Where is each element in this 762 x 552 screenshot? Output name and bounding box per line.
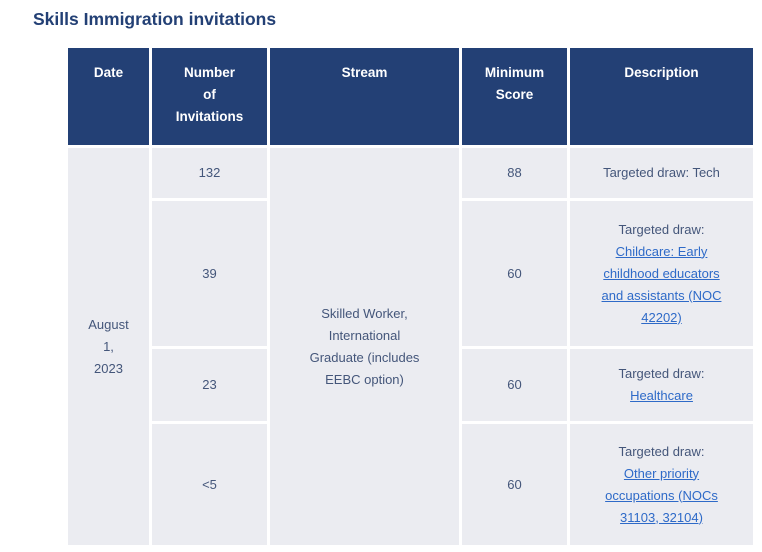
column-header-date: Date	[65, 45, 152, 148]
childcare-noc-42202-link[interactable]: Childcare: Early childhood educators and…	[601, 243, 722, 325]
column-header-description: Description	[567, 45, 756, 148]
number-cell: 39	[149, 198, 270, 349]
table-row: August 1, 2023 132 Skilled Worker, Inter…	[65, 145, 756, 548]
number-cell: <5	[149, 421, 270, 548]
min-score-cell: 60	[459, 198, 570, 349]
description-cell: Targeted draw: Tech	[567, 145, 756, 201]
table-row: 23 60 Targeted draw: Healthcare	[67, 346, 756, 424]
description-text: Targeted draw: Tech	[603, 165, 720, 180]
min-score-cell: 60	[459, 421, 570, 548]
column-header-number-of-invitations: Number of Invitations	[149, 45, 270, 148]
date-cell: August 1, 2023	[65, 145, 152, 548]
min-score-cell: 88	[459, 145, 570, 201]
description-cell: Targeted draw: Childcare: Early childhoo…	[567, 198, 756, 349]
column-header-stream: Stream	[267, 45, 462, 148]
header-row: Date Number of Invitations Stream Minimu…	[65, 45, 756, 148]
table-row: <5 60 Targeted draw: Other priority occu…	[67, 421, 756, 548]
description-text: Targeted draw:	[618, 366, 705, 381]
table-row: 39 60 Targeted draw: Childcare: Early ch…	[67, 198, 756, 349]
description-cell: Targeted draw: Other priority occupation…	[567, 421, 756, 548]
description-text: Targeted draw:	[618, 443, 705, 459]
description-cell: Targeted draw: Healthcare	[567, 346, 756, 424]
invitations-table: Date Number of Invitations Stream Minimu…	[65, 45, 756, 548]
other-priority-occupations-link[interactable]: Other priority occupations (NOCs 31103, …	[605, 465, 718, 525]
stream-cell: Skilled Worker, International Graduate (…	[267, 145, 462, 548]
healthcare-link[interactable]: Healthcare	[630, 388, 693, 403]
number-cell: 132	[149, 145, 270, 201]
number-cell: 23	[149, 346, 270, 424]
min-score-cell: 60	[459, 346, 570, 424]
page-title: Skills Immigration invitations	[33, 9, 277, 29]
column-header-minimum-score: Minimum Score	[459, 45, 570, 148]
description-text: Targeted draw:	[618, 221, 705, 237]
